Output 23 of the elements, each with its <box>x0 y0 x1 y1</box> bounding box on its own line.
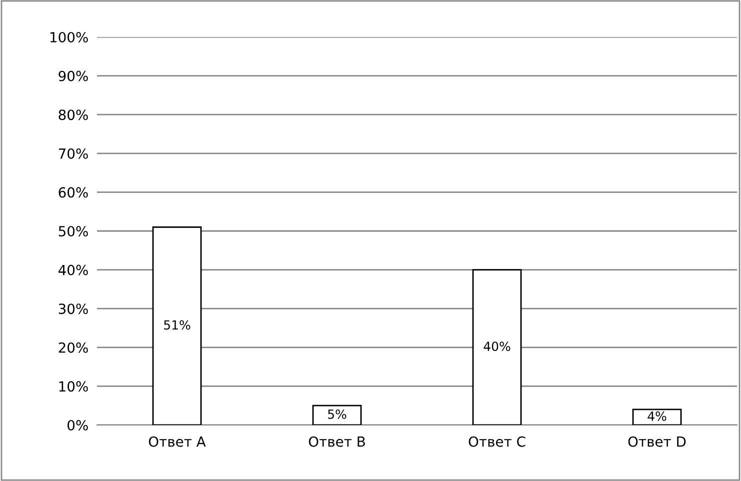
data-label: 51% <box>164 320 190 330</box>
x-tick-label: Ответ C <box>468 436 526 447</box>
y-tick-label: 70% <box>58 148 88 159</box>
bar <box>312 404 362 425</box>
bar <box>152 226 202 425</box>
bar <box>632 408 682 425</box>
y-tick-label: 30% <box>58 304 88 314</box>
data-label: 5% <box>328 409 346 419</box>
y-tick-label: 50% <box>58 226 88 236</box>
y-tick-label: 100% <box>50 32 88 42</box>
y-tick-label: 60% <box>58 187 88 198</box>
y-tick-label: 0% <box>68 420 88 430</box>
x-tick-label: Ответ B <box>308 436 365 447</box>
y-tick-label: 20% <box>58 342 88 353</box>
data-label: 4% <box>648 411 666 421</box>
y-tick-label: 90% <box>58 70 88 82</box>
data-label: 40% <box>484 342 510 352</box>
x-tick-label: Ответ A <box>148 436 206 447</box>
y-tick-label: 40% <box>58 264 88 276</box>
y-tick-label: 80% <box>58 110 88 120</box>
y-tick-label: 10% <box>59 381 88 392</box>
bar <box>472 269 522 425</box>
x-tick-label: Ответ D <box>628 436 686 447</box>
